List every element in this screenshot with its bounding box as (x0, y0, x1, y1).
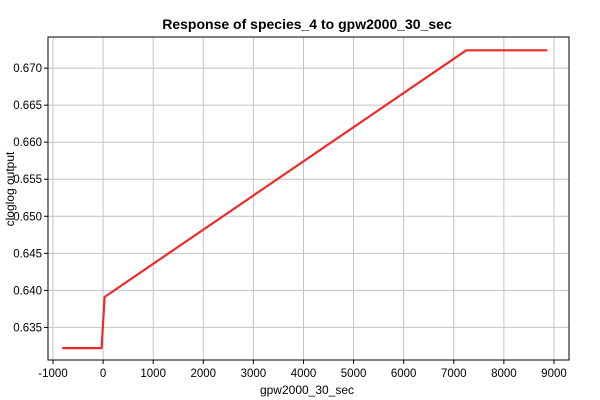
x-tick-label: 8000 (491, 368, 517, 380)
y-tick-label: 0.660 (13, 137, 42, 149)
x-tick-label: 7000 (441, 368, 467, 380)
grid (48, 37, 569, 360)
y-tick-label: 0.635 (13, 322, 42, 334)
x-tick-label: 4000 (291, 368, 317, 380)
x-tick-label: 9000 (541, 368, 567, 380)
y-tick-label: 0.650 (13, 211, 42, 223)
x-axis-title: gpw2000_30_sec (260, 383, 354, 397)
response-curve (61, 49, 548, 350)
y-tick-label: 0.655 (13, 174, 42, 186)
x-tick-label: 0 (100, 368, 106, 380)
y-tick-label: 0.640 (13, 285, 42, 297)
y-tick-label: 0.665 (13, 100, 42, 112)
x-axis: -1000 0 1000 2000 3000 4000 5000 6000 7000 8000 90… (38, 360, 567, 380)
x-tick-label: 3000 (241, 368, 267, 380)
chart-title: Response of species_4 to gpw2000_30_sec (162, 16, 452, 32)
y-tick-label: 0.670 (13, 63, 42, 75)
y-tick-label: 0.645 (13, 248, 42, 260)
x-tick-label: -1000 (38, 368, 67, 380)
plot-frame (47, 36, 570, 361)
y-axis-title: cloglog output (3, 151, 17, 226)
x-tick-label: 1000 (140, 368, 166, 380)
series-layer (61, 49, 548, 350)
x-tick-label: 6000 (391, 368, 417, 380)
y-axis: 0.635 0.640 0.645 0.650 0.655 0.660 0.665 0.670 (13, 63, 48, 334)
x-tick-label: 5000 (341, 368, 367, 380)
x-tick-label: 2000 (191, 368, 217, 380)
